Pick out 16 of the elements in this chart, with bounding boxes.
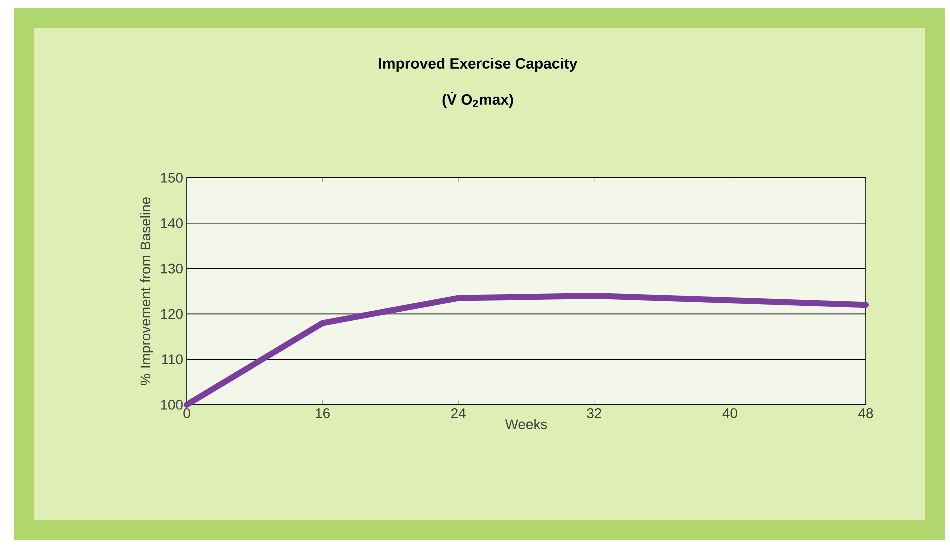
x-tick-label: 24 (452, 408, 466, 418)
y-tick-label: 150 (161, 173, 183, 183)
y-axis-title: % Improvement from Baseline (140, 198, 154, 386)
x-tick-label: 32 (587, 408, 602, 418)
x-tick-label: 0 (184, 408, 190, 418)
y-tick-label: 140 (161, 218, 183, 228)
chart-title: Improved Exercise Capacity (379, 58, 578, 72)
y-tick-label: 110 (162, 354, 183, 365)
y-tick-label: 100 (161, 400, 183, 410)
chart-subtitle: (V̇ O$_{2}$max) (442, 92, 514, 108)
x-axis-title: Weeks (505, 419, 548, 430)
x-tick-label: 48 (858, 408, 874, 418)
x-tick-label: 16 (316, 408, 330, 418)
y-tick-label: 130 (161, 264, 183, 274)
y-tick-label: 120 (161, 309, 183, 320)
x-tick-label: 40 (722, 408, 738, 418)
